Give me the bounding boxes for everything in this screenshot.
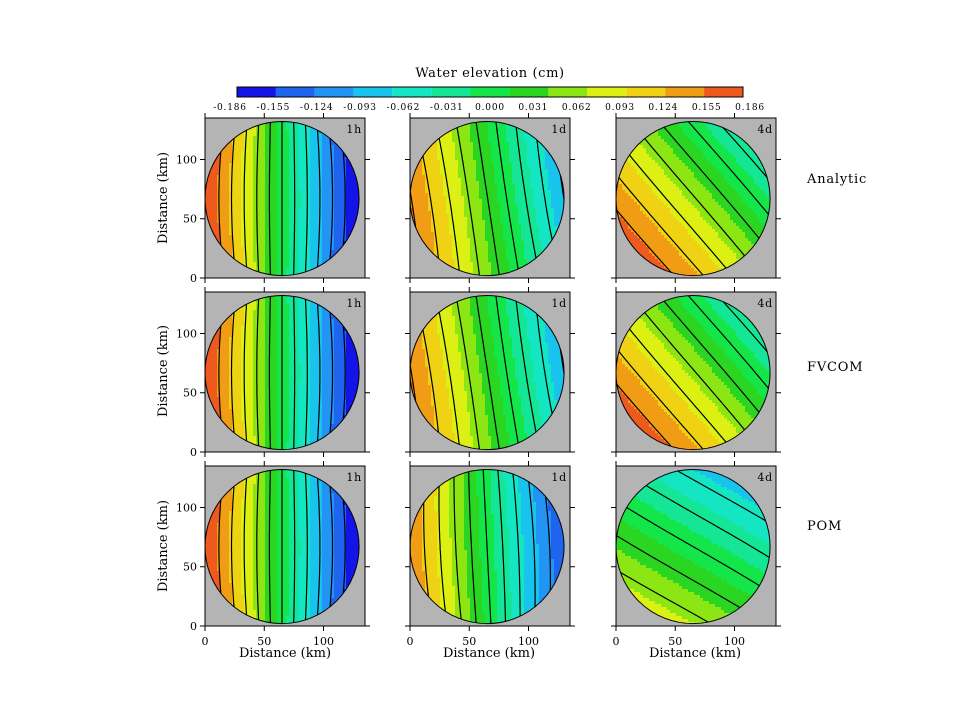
colorbar-swatch	[393, 87, 432, 97]
panel-time-label: 1h	[346, 297, 362, 310]
panel-fvcom-1d: 1d	[405, 287, 575, 457]
y-tick-label: 0	[190, 620, 197, 633]
y-tick-label: 0	[190, 272, 197, 285]
colorbar-tick-label: -0.031	[430, 103, 464, 113]
y-tick-label: 0	[190, 446, 197, 459]
y-tick-label: 100	[176, 153, 197, 166]
colorbar-tick-label: 0.000	[475, 103, 505, 113]
panel-time-label: 4d	[757, 123, 773, 136]
colorbar-swatch	[704, 87, 743, 97]
x-tick-label: 0	[407, 635, 414, 648]
colorbar-tick-label: -0.093	[343, 103, 377, 113]
y-axis-label-row3: Distance (km)	[156, 500, 171, 592]
panel-time-label: 1h	[346, 471, 362, 484]
colorbar-tick-label: 0.155	[692, 103, 722, 113]
panel-time-label: 4d	[757, 297, 773, 310]
colorbar-swatch	[587, 87, 626, 97]
colorbar-swatch	[315, 87, 354, 97]
colorbar-tick-label: -0.062	[386, 103, 420, 113]
colorbar-title: Water elevation (cm)	[415, 66, 564, 81]
colorbar-tick-label: 0.186	[735, 103, 765, 113]
colorbar-swatch	[432, 87, 471, 97]
panel-analytic-1d: 1d	[405, 113, 575, 283]
y-axis-label-row2: Distance (km)	[156, 325, 171, 417]
panel-fvcom-4d: 4d	[611, 287, 781, 457]
colorbar: Water elevation (cm) -0.186-0.155-0.124-…	[213, 66, 765, 113]
panel-fvcom-1h: 1h 0 50 100	[176, 287, 370, 459]
colorbar-tick-label: 0.031	[518, 103, 548, 113]
colorbar-swatch	[276, 87, 315, 97]
colorbar-swatch	[665, 87, 704, 97]
y-axis-label-row1: Distance (km)	[156, 152, 171, 244]
colorbar-tick-labels: -0.186 -0.155 -0.124 -0.093 -0.062 -0.031 0.00…	[213, 103, 765, 113]
y-tick-label: 100	[176, 501, 197, 514]
y-tick-label: 100	[176, 327, 197, 340]
panel-time-label: 4d	[757, 471, 773, 484]
colorbar-swatch	[548, 87, 587, 97]
panel-analytic-1h: 1h 0 50 100	[176, 113, 370, 285]
colorbar-tick-label: 0.093	[605, 103, 635, 113]
y-tick-label: 50	[183, 213, 197, 226]
colorbar-tick-label: -0.186	[213, 103, 247, 113]
colorbar-swatch	[471, 87, 510, 97]
x-axis-label-col1: Distance (km)	[239, 646, 331, 661]
colorbar-swatch	[237, 87, 276, 97]
colorbar-tick-label: 0.124	[648, 103, 678, 113]
y-tick-label: 50	[183, 561, 197, 574]
row-label-fvcom: FVCOM	[807, 360, 863, 375]
colorbar-swatches	[237, 87, 743, 97]
x-axis-label-col3: Distance (km)	[649, 646, 741, 661]
colorbar-swatch	[626, 87, 665, 97]
colorbar-tick-label: -0.155	[256, 103, 290, 113]
panel-analytic-4d: 4d	[611, 113, 781, 283]
row-label-pom: POM	[807, 519, 842, 534]
colorbar-swatch	[354, 87, 393, 97]
x-axis-label-col2: Distance (km)	[443, 646, 535, 661]
colorbar-tick-label: 0.062	[562, 103, 592, 113]
x-tick-label: 0	[202, 635, 209, 648]
row-label-analytic: Analytic	[806, 172, 867, 187]
colorbar-tick-label: -0.124	[300, 103, 334, 113]
x-tick-label: 0	[613, 635, 620, 648]
panel-time-label: 1h	[346, 123, 362, 136]
y-tick-label: 50	[183, 387, 197, 400]
panel-time-label: 1d	[551, 123, 567, 136]
panel-time-label: 1d	[551, 297, 567, 310]
colorbar-swatch	[509, 87, 548, 97]
panel-time-label: 1d	[551, 471, 567, 484]
